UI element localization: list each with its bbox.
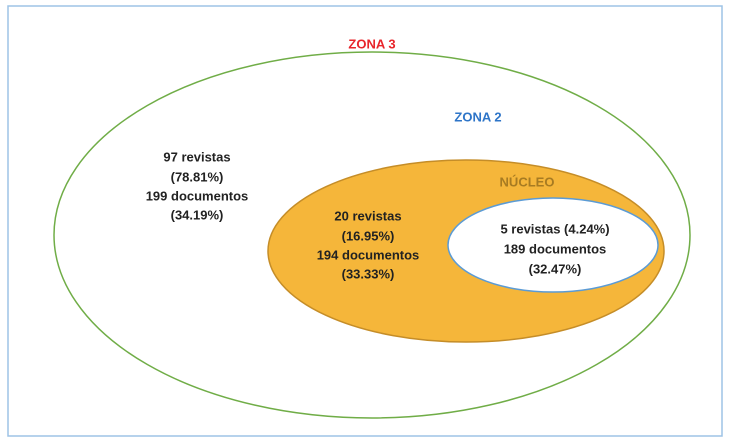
zone-text: (78.81%) xyxy=(171,169,224,184)
zone-text: 20 revistas xyxy=(334,208,401,223)
zone-label: NÚCLEO xyxy=(500,174,555,189)
zone-text: 5 revistas (4.24%) xyxy=(500,221,609,236)
zone-text: 199 documentos xyxy=(146,188,249,203)
zone-text: 194 documentos xyxy=(317,247,420,262)
zone-label: ZONA 2 xyxy=(454,109,501,124)
zone-text: 97 revistas xyxy=(163,149,230,164)
zone-label: ZONA 3 xyxy=(348,36,395,51)
zone-text: (16.95%) xyxy=(342,228,395,243)
zone-text: 189 documentos xyxy=(504,241,607,256)
nucleus-ellipse xyxy=(447,197,659,293)
zone-text: (32.47%) xyxy=(529,261,582,276)
zone-text: (33.33%) xyxy=(342,266,395,281)
zone-text: (34.19%) xyxy=(171,207,224,222)
